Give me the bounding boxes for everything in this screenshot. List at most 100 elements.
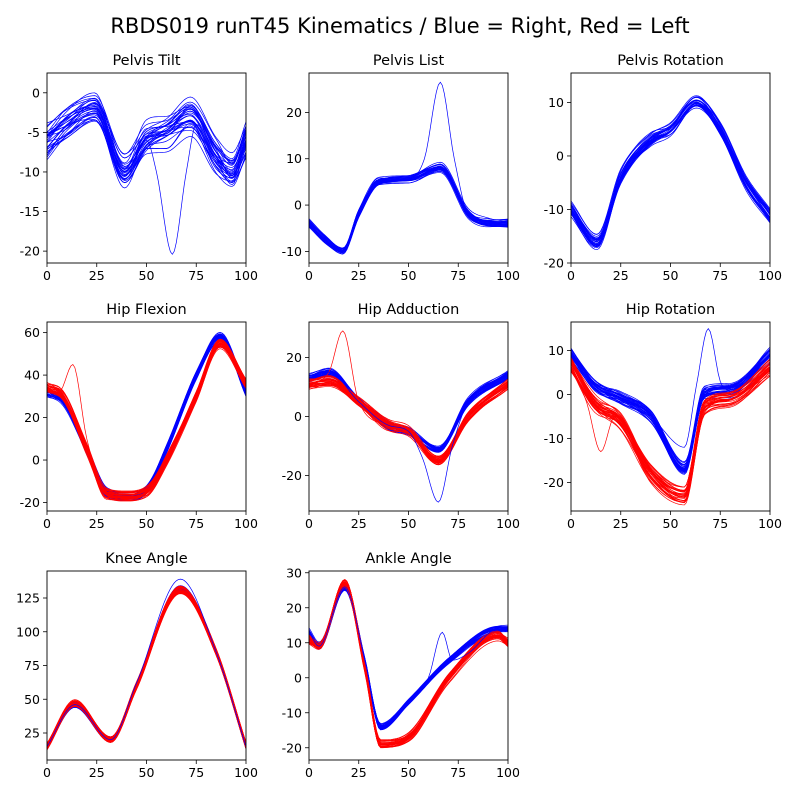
left-trial-line	[309, 582, 508, 747]
left-trial-line	[47, 587, 246, 745]
panel-knee-angle: 0 25 50 75 100 25 50 75 100 125 Knee Angle	[16, 551, 258, 780]
right-trial-line	[47, 589, 246, 748]
left-trial-line	[309, 582, 508, 745]
right-trial-line	[47, 585, 246, 746]
right-trial-line	[47, 335, 246, 493]
left-trial-line	[309, 383, 508, 465]
trial-lines	[47, 332, 246, 502]
axes-frame	[308, 72, 509, 264]
left-trial-line	[309, 579, 508, 742]
left-trial-line	[47, 591, 246, 749]
left-trial-line	[47, 587, 246, 747]
right-trial-line	[47, 102, 246, 176]
right-trial-line	[309, 588, 508, 729]
right-trial-line	[309, 588, 508, 731]
left-trial-line	[309, 582, 508, 745]
panel-pelvis-tilt: 0 25 50 75 100 -20 -15 -10 -5 0 Pelvis Tilt	[20, 53, 258, 283]
left-trial-line	[309, 579, 508, 743]
x-tick-label: 100	[234, 765, 258, 780]
y-tick-label: -10	[544, 431, 564, 446]
right-trial-line	[309, 587, 508, 729]
x-tick-label: 0	[43, 765, 51, 780]
y-tick-label: 100	[16, 624, 40, 639]
x-tick-label: 100	[234, 268, 258, 283]
x-tick-label: 25	[613, 516, 629, 531]
right-trial-line	[47, 337, 246, 496]
right-trial-line	[571, 349, 770, 466]
y-tick-label: 60	[24, 325, 40, 340]
panel-title: Pelvis List	[373, 53, 445, 69]
left-trial-line	[571, 363, 770, 497]
left-trial-line	[309, 581, 508, 744]
right-trial-line	[47, 336, 246, 493]
left-trial-line	[47, 342, 246, 493]
left-trial-line	[571, 369, 770, 503]
right-trial-line	[309, 168, 508, 255]
panel-title: Knee Angle	[105, 551, 187, 567]
x-tick-label: 100	[496, 268, 520, 283]
left-trial-line	[47, 590, 246, 748]
axes-frame	[308, 321, 509, 512]
x-tick-label: 0	[43, 268, 51, 283]
y-tick-label: 0	[32, 453, 40, 468]
left-trial-line	[309, 384, 508, 466]
left-trial-line	[47, 589, 246, 747]
right-trial-line	[47, 587, 246, 747]
right-trial-line	[47, 588, 246, 748]
right-trial-line	[47, 590, 246, 749]
y-tick-label: -10	[282, 705, 302, 720]
left-trial-line	[47, 587, 246, 745]
y-tick-label: -20	[544, 256, 564, 271]
left-trial-line	[47, 590, 246, 747]
right-trial-line	[309, 588, 508, 730]
panel-ankle-angle: 0 25 50 75 100 -20 -10 0 10 20 30 Ankle Angle	[282, 551, 520, 780]
left-trial-line	[309, 579, 508, 741]
right-trial-line	[47, 587, 246, 747]
left-trial-line	[309, 579, 508, 741]
x-tick-label: 75	[712, 268, 728, 283]
x-tick-label: 0	[305, 765, 313, 780]
trial-lines	[47, 578, 246, 751]
left-trial-line	[47, 591, 246, 749]
left-trial-line	[47, 591, 246, 748]
x-tick-label: 75	[188, 516, 204, 531]
x-tick-label: 50	[139, 516, 155, 531]
right-trial-line	[47, 338, 246, 498]
x-tick-label: 75	[188, 268, 204, 283]
right-trial-line	[309, 584, 508, 728]
right-trial-line	[47, 96, 246, 155]
y-tick-label: 125	[16, 591, 40, 606]
left-trial-line	[309, 583, 508, 746]
right-trial-line	[309, 587, 508, 727]
right-trial-line	[47, 337, 246, 497]
right-trial-line	[47, 588, 246, 749]
y-tick-label: 10	[286, 151, 302, 166]
x-tick-label: 0	[43, 516, 51, 531]
left-trial-line	[47, 339, 246, 494]
left-outlier-line	[47, 342, 246, 497]
y-tick-label: -15	[20, 204, 40, 219]
right-trial-line	[309, 169, 508, 251]
right-trial-line	[47, 336, 246, 499]
left-outlier-line	[571, 363, 770, 496]
right-trial-line	[47, 587, 246, 747]
left-trial-line	[47, 586, 246, 746]
right-trial-line	[47, 95, 246, 165]
right-trial-line	[47, 335, 246, 496]
right-trial-line	[309, 588, 508, 730]
left-trial-line	[309, 580, 508, 744]
x-tick-label: 0	[567, 268, 575, 283]
right-trial-line	[47, 588, 246, 748]
left-trial-line	[47, 340, 246, 494]
trial-lines	[571, 327, 770, 506]
left-trial-line	[309, 581, 508, 741]
left-trial-line	[47, 592, 246, 749]
right-trial-line	[47, 586, 246, 745]
y-tick-label: 0	[556, 148, 564, 163]
left-trial-line	[47, 340, 246, 495]
y-tick-label: -5	[28, 125, 40, 140]
y-tick-label: -20	[282, 468, 302, 483]
right-trial-line	[47, 117, 246, 178]
left-trial-line	[309, 584, 508, 748]
